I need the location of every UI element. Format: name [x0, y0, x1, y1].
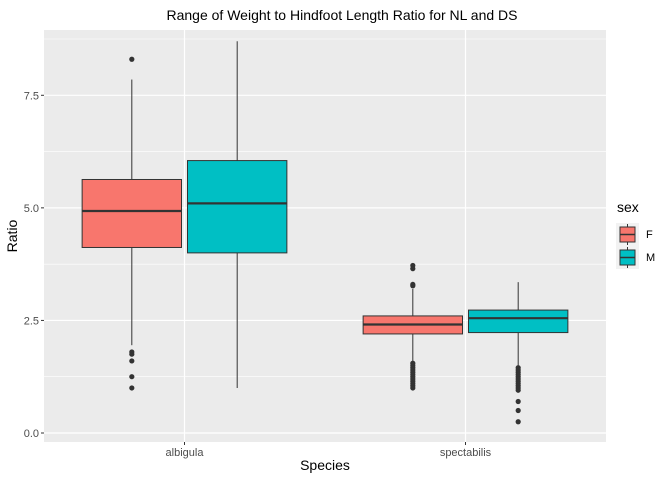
y-axis-title: Ratio	[4, 219, 20, 252]
chart-title: Range of Weight to Hindfoot Length Ratio…	[167, 7, 518, 23]
legend-label-F: F	[646, 229, 653, 241]
y-tick-label: 5.0	[24, 203, 39, 215]
box-albigula-M	[187, 41, 288, 388]
grid-layer	[44, 30, 606, 442]
box-spectabilis-M	[468, 282, 569, 425]
legend-title: sex	[617, 199, 639, 215]
y-tick-label: 2.5	[24, 315, 39, 327]
outlier-point	[410, 266, 416, 272]
x-axis: albigula spectabilis	[166, 442, 492, 459]
legend-key-F	[616, 223, 639, 246]
box-layer	[81, 41, 569, 425]
outlier-point	[410, 283, 416, 289]
legend: sex FM	[616, 199, 655, 269]
outlier-point	[129, 358, 135, 364]
outlier-point	[129, 385, 135, 391]
legend-label-M: M	[646, 252, 655, 264]
outlier-point	[515, 419, 521, 425]
box-body	[468, 309, 569, 334]
outlier-point	[515, 398, 521, 405]
x-axis-title: Species	[300, 457, 350, 473]
outlier-point	[515, 407, 521, 414]
legend-key-M	[616, 246, 639, 269]
y-tick-label: 0.0	[24, 428, 39, 440]
box-body	[187, 160, 288, 254]
outlier-point	[129, 374, 135, 380]
box-albigula-F	[81, 56, 182, 391]
box-body	[81, 178, 182, 248]
box-spectabilis-F	[362, 262, 463, 391]
outlier-point	[410, 385, 416, 391]
outlier-point	[129, 351, 135, 357]
y-axis: 0.0 2.5 5.0 7.5	[24, 90, 44, 440]
x-tick-label: albigula	[166, 447, 205, 459]
outlier-point	[515, 387, 521, 393]
y-tick-label: 7.5	[24, 90, 39, 102]
outlier-point	[129, 56, 135, 62]
x-tick-label: spectabilis	[440, 447, 492, 459]
